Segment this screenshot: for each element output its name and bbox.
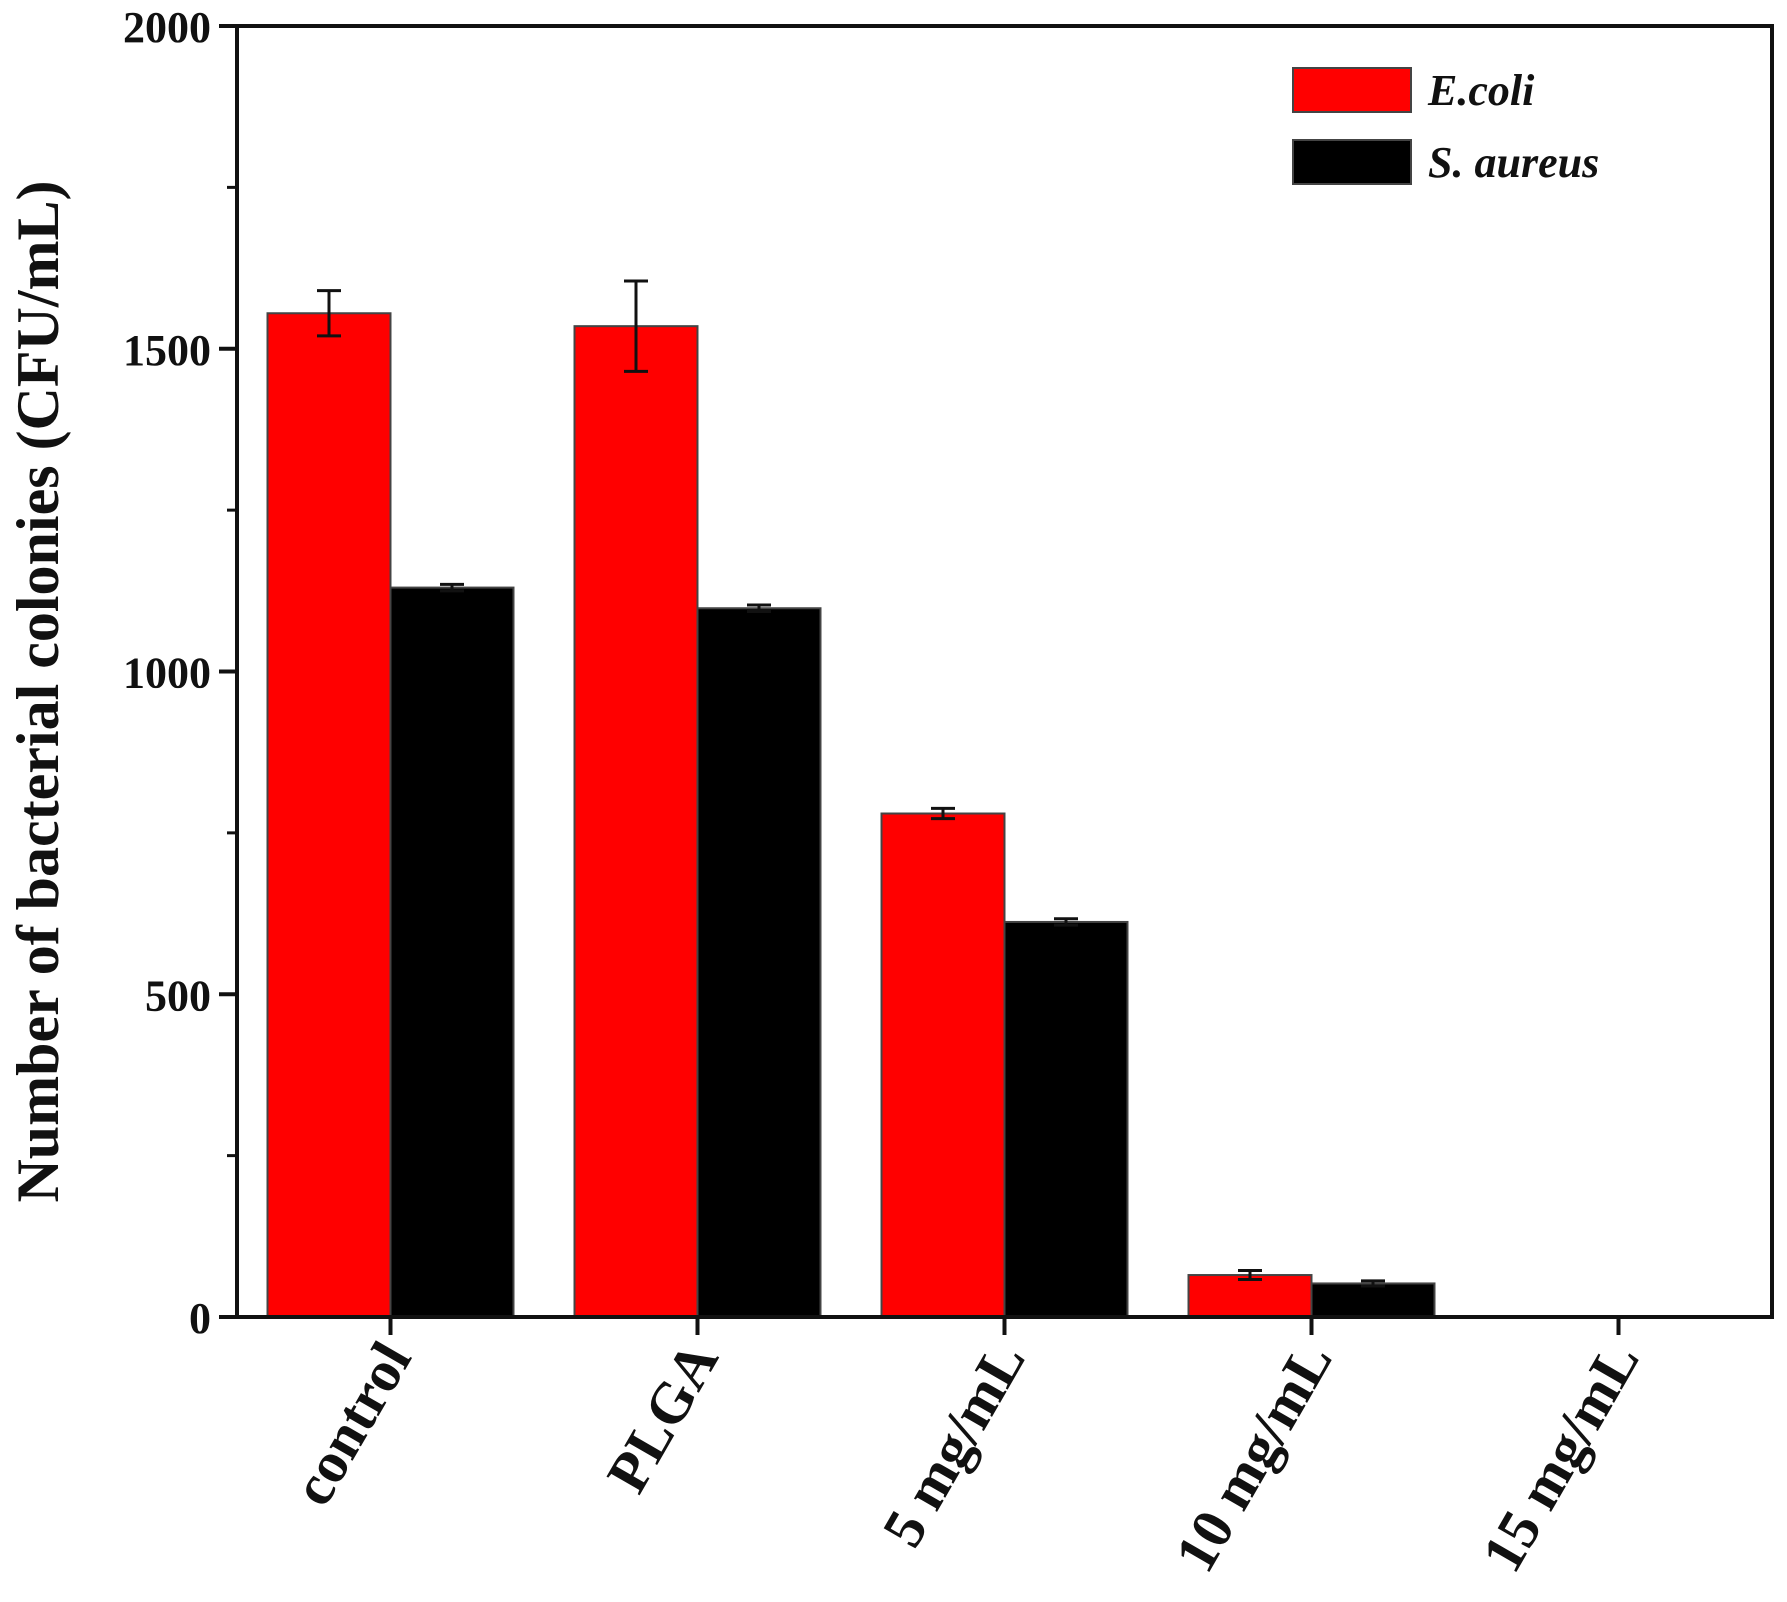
bar-ecoli-0: [266, 312, 392, 1318]
x-axis: control PLGA 5 mg/mL 10 mg/mL 15 mg/mL: [279, 1317, 1652, 1583]
error-bar-1-3: [1361, 1279, 1385, 1288]
legend-label-1: S. aureus: [1428, 138, 1599, 187]
y-tick-label: 2000: [123, 3, 211, 52]
x-tick-label: 5 mg/mL: [869, 1331, 1037, 1557]
bar-ecoli-1: [573, 325, 699, 1319]
y-tick-label: 1000: [123, 649, 211, 698]
x-tick-label: control: [279, 1331, 423, 1516]
error-bars-layer: [317, 279, 1385, 1288]
legend-swatch-0: [1292, 67, 1412, 113]
bar-ecoli-3: [1187, 1274, 1313, 1318]
error-bar-0-2: [931, 806, 955, 821]
x-tick-label: PLGA: [594, 1331, 731, 1503]
legend: E.coli S. aureus: [1292, 66, 1599, 187]
legend-swatch-1: [1292, 139, 1412, 185]
error-bar-1-1: [747, 603, 771, 613]
error-bar-0-0: [317, 289, 341, 338]
bar-saureus-2: [1003, 920, 1129, 1318]
y-tick-label: 0: [189, 1294, 211, 1343]
error-bar-1-0: [440, 582, 464, 593]
bar-saureus-3: [1310, 1282, 1436, 1318]
error-bar-1-2: [1054, 917, 1078, 927]
y-tick-label: 500: [145, 971, 211, 1020]
y-axis-title: Number of bacterial colonies (CFU/mL): [5, 180, 71, 1202]
y-axis: 0 500 1000 1500 2000: [123, 3, 237, 1343]
error-bar-0-1: [624, 279, 648, 373]
bar-saureus-1: [696, 607, 822, 1318]
error-bar-0-3: [1238, 1269, 1262, 1282]
y-tick-label: 1500: [123, 326, 211, 375]
bar-ecoli-2: [880, 812, 1006, 1318]
bar-saureus-0: [389, 586, 515, 1318]
legend-label-0: E.coli: [1427, 66, 1535, 115]
bars-layer: [266, 312, 1436, 1319]
x-tick-label: 15 mg/mL: [1469, 1331, 1652, 1583]
x-tick-label: 10 mg/mL: [1162, 1331, 1345, 1583]
